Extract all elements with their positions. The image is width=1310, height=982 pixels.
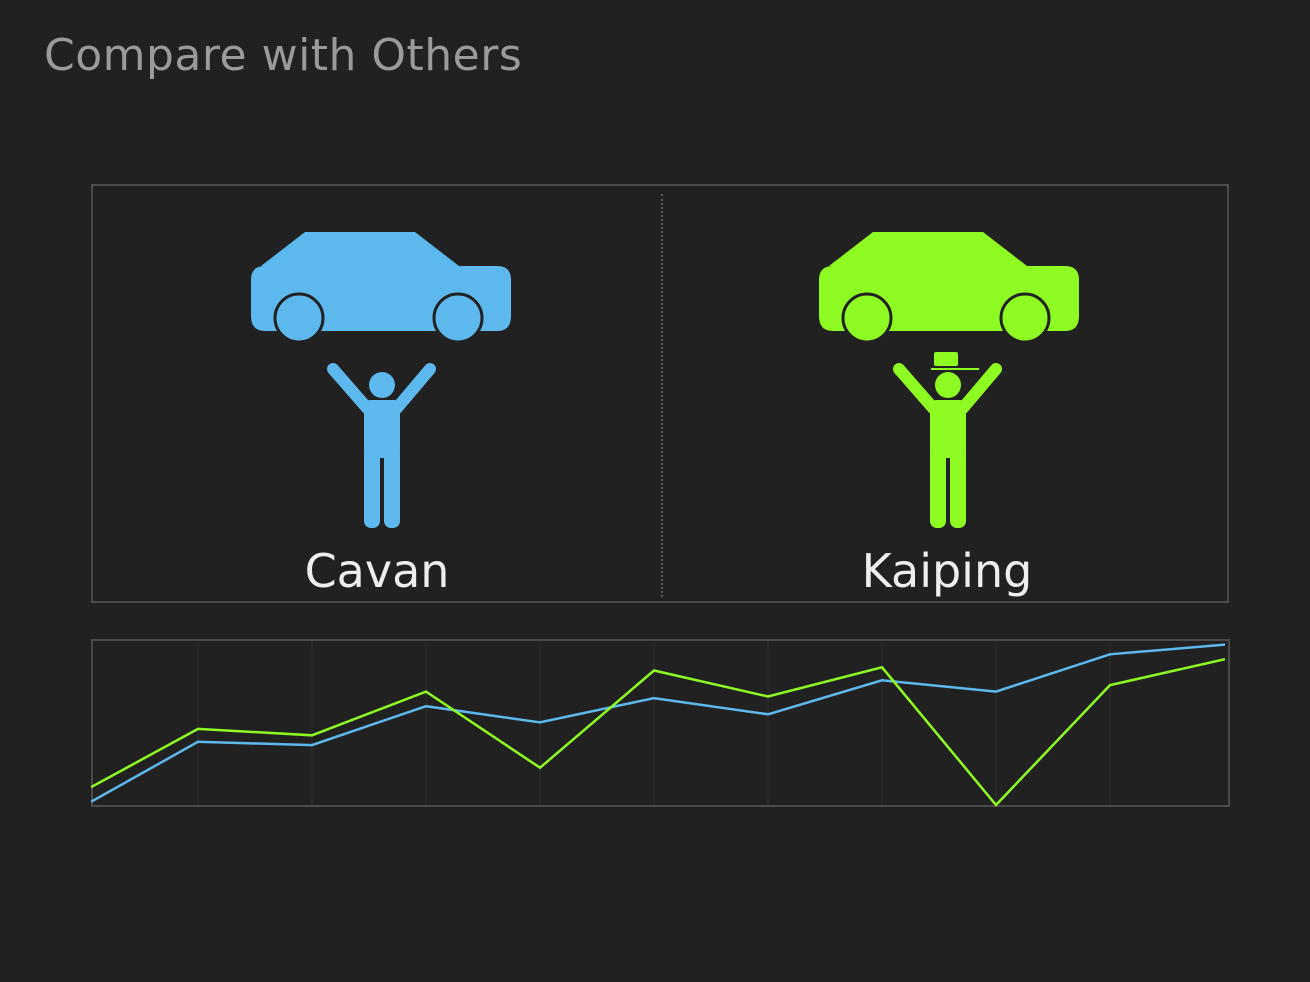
city-label-kaiping: Kaiping <box>861 544 1033 598</box>
comparison-side-kaiping: Kaiping <box>663 186 1231 601</box>
comparison-line-chart <box>91 639 1230 807</box>
comparison-panel: Cavan Kaiping <box>91 184 1229 603</box>
chart-frame <box>91 639 1230 807</box>
series-line-kaiping <box>91 657 1226 807</box>
comparison-side-cavan: Cavan <box>93 186 661 601</box>
series-line-cavan <box>91 643 1226 803</box>
panel-divider <box>661 194 663 597</box>
car-lift-person-icon <box>251 232 511 528</box>
car-lift-person-cap-icon <box>819 232 1079 528</box>
page-title: Compare with Others <box>44 30 523 81</box>
city-label-cavan: Cavan <box>304 544 450 598</box>
